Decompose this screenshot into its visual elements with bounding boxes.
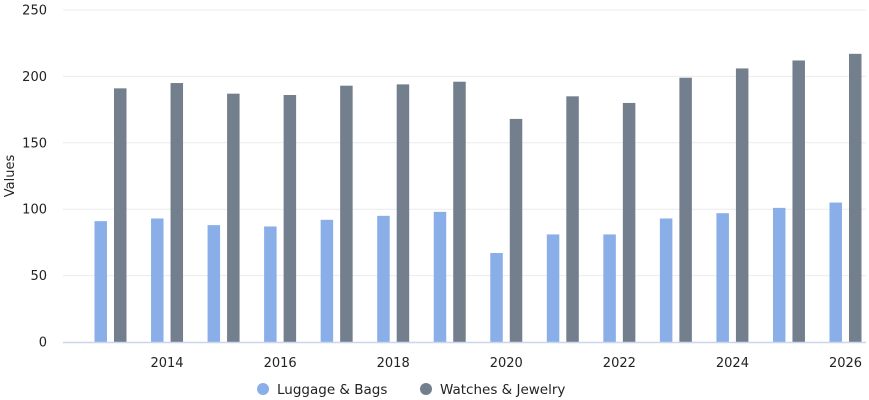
bar-luggage-bags bbox=[433, 211, 447, 342]
bar-watches-jewelry bbox=[566, 96, 579, 342]
x-tick-label: 2026 bbox=[829, 356, 862, 371]
bars bbox=[94, 53, 862, 343]
bar-watches-jewelry bbox=[453, 81, 466, 342]
bar-luggage-bags bbox=[264, 226, 277, 342]
y-tick-label: 50 bbox=[30, 269, 47, 284]
bar-luggage-bags bbox=[151, 218, 164, 342]
bar-watches-jewelry bbox=[509, 118, 523, 342]
x-tick-label: 2024 bbox=[716, 356, 749, 371]
y-tick-label: 200 bbox=[22, 70, 47, 85]
bar-watches-jewelry bbox=[114, 88, 127, 343]
axes: 0 50 100 150 200 250 2014 2016 2018 2020 2022 2024 2… bbox=[22, 4, 866, 371]
bar-watches-jewelry bbox=[340, 85, 353, 343]
bar-watches-jewelry bbox=[227, 93, 240, 342]
bar-luggage-bags bbox=[320, 219, 334, 342]
bar-luggage-bags bbox=[546, 234, 560, 342]
bar-luggage-bags bbox=[207, 225, 221, 342]
bar-watches-jewelry bbox=[679, 77, 692, 342]
bar-watches-jewelry bbox=[792, 60, 805, 343]
y-tick-label: 0 bbox=[39, 336, 47, 351]
x-tick-label: 2020 bbox=[490, 356, 523, 371]
bar-watches-jewelry bbox=[396, 84, 410, 343]
bar-luggage-bags bbox=[490, 253, 503, 342]
x-tick-label: 2022 bbox=[603, 356, 636, 371]
bar-luggage-bags bbox=[94, 221, 107, 342]
legend-marker bbox=[257, 383, 269, 395]
bar-watches-jewelry bbox=[170, 83, 184, 342]
x-tick-label: 2014 bbox=[150, 356, 183, 371]
bar-luggage-bags bbox=[603, 234, 616, 342]
legend-label: Watches & Jewelry bbox=[440, 382, 565, 398]
bar-luggage-bags bbox=[716, 213, 729, 342]
x-tick-label: 2018 bbox=[377, 356, 410, 371]
bar-watches-jewelry bbox=[735, 68, 749, 342]
legend-item: Luggage & Bags bbox=[257, 382, 387, 398]
x-tick-label: 2016 bbox=[264, 356, 297, 371]
bar-luggage-bags bbox=[772, 207, 786, 342]
bar-luggage-bags bbox=[829, 202, 842, 342]
y-tick-label: 150 bbox=[22, 136, 47, 151]
bar-luggage-bags bbox=[659, 218, 673, 342]
legend-marker bbox=[420, 383, 432, 395]
bar-watches-jewelry bbox=[283, 94, 297, 342]
bar-watches-jewelry bbox=[849, 53, 862, 342]
legend: Luggage & Bags Watches & Jewelry bbox=[257, 382, 565, 398]
bar-luggage-bags bbox=[377, 215, 390, 342]
y-axis-title: Values bbox=[3, 155, 18, 198]
legend-item: Watches & Jewelry bbox=[420, 382, 565, 398]
y-tick-label: 250 bbox=[22, 4, 47, 19]
y-tick-label: 100 bbox=[22, 203, 47, 218]
legend-label: Luggage & Bags bbox=[277, 382, 387, 398]
bar-watches-jewelry bbox=[622, 102, 636, 343]
